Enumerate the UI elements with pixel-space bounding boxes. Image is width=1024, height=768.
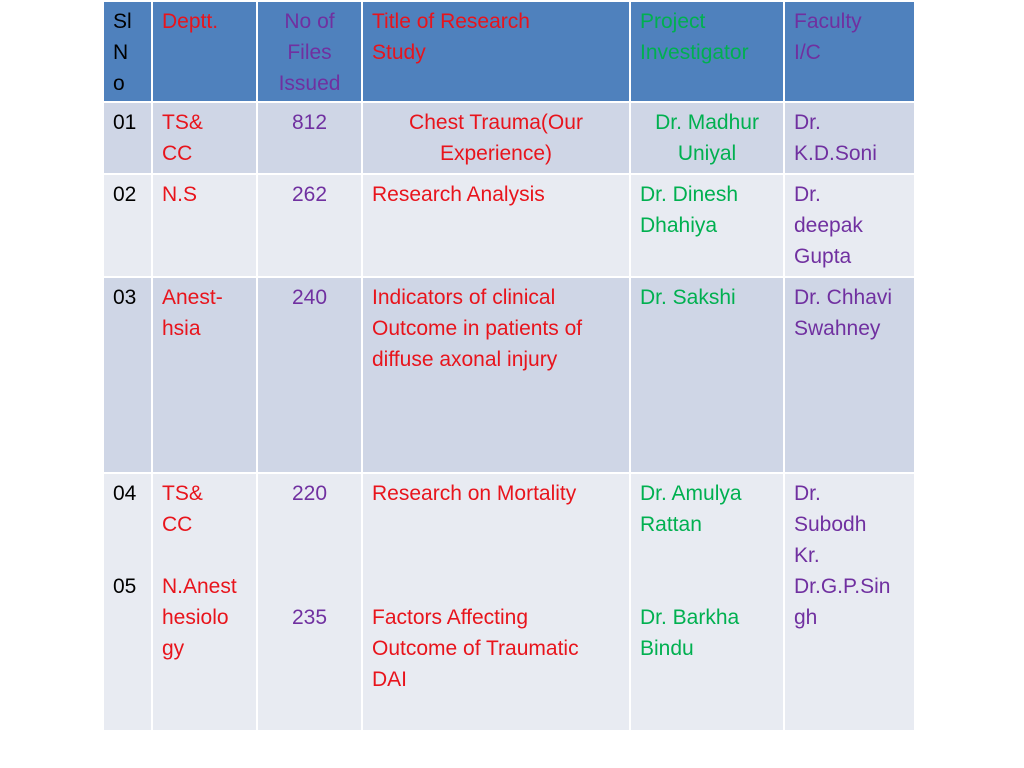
research-studies-table: Sl N o Deptt. No of Files Issued Title o… bbox=[102, 0, 916, 732]
header-faculty-ic: Faculty I/C bbox=[783, 0, 916, 103]
cell-faculty-ic: Dr. K.D.Soni bbox=[783, 101, 916, 175]
header-sl-no: Sl N o bbox=[102, 0, 153, 103]
cell-project-investigator: Dr. Amulya Rattan Dr. Barkha Bindu bbox=[629, 472, 785, 732]
cell-project-investigator: Dr. Sakshi bbox=[629, 276, 785, 474]
cell-dept: TS& CC N.Anest hesiolo gy bbox=[151, 472, 258, 732]
cell-files-issued: 220 235 bbox=[256, 472, 363, 732]
header-research-title: Title of Research Study bbox=[361, 0, 631, 103]
cell-files-issued: 262 bbox=[256, 173, 363, 278]
cell-files-issued: 240 bbox=[256, 276, 363, 474]
cell-project-investigator: Dr. Dinesh Dhahiya bbox=[629, 173, 785, 278]
cell-research-title: Indicators of clinical Outcome in patien… bbox=[361, 276, 631, 474]
header-row: Sl N o Deptt. No of Files Issued Title o… bbox=[102, 0, 916, 103]
cell-faculty-ic: Dr. deepak Gupta bbox=[783, 173, 916, 278]
cell-files-issued: 812 bbox=[256, 101, 363, 175]
header-dept: Deptt. bbox=[151, 0, 258, 103]
cell-research-title: Chest Trauma(Our Experience) bbox=[361, 101, 631, 175]
table-row: 02 N.S 262 Research Analysis Dr. Dinesh … bbox=[102, 173, 916, 278]
table-body: 01 TS& CC 812 Chest Trauma(Our Experienc… bbox=[102, 101, 916, 732]
cell-research-title: Research Analysis bbox=[361, 173, 631, 278]
table-header: Sl N o Deptt. No of Files Issued Title o… bbox=[102, 0, 916, 103]
cell-dept: N.S bbox=[151, 173, 258, 278]
table-row: 04 05 TS& CC N.Anest hesiolo gy 220 235 bbox=[102, 472, 916, 732]
header-files-issued: No of Files Issued bbox=[256, 0, 363, 103]
cell-dept: Anest- hsia bbox=[151, 276, 258, 474]
header-project-investigator: Project Investigator bbox=[629, 0, 785, 103]
cell-faculty-ic: Dr. Chhavi Swahney bbox=[783, 276, 916, 474]
cell-sl-no: 01 bbox=[102, 101, 153, 175]
cell-dept: TS& CC bbox=[151, 101, 258, 175]
cell-faculty-ic: Dr. Subodh Kr. Dr.G.P.Sin gh bbox=[783, 472, 916, 732]
cell-sl-no: 03 bbox=[102, 276, 153, 474]
cell-research-title: Research on Mortality Factors Affecting … bbox=[361, 472, 631, 732]
cell-sl-no: 04 05 bbox=[102, 472, 153, 732]
table-row: 03 Anest- hsia 240 Indicators of clinica… bbox=[102, 276, 916, 474]
table-row: 01 TS& CC 812 Chest Trauma(Our Experienc… bbox=[102, 101, 916, 175]
cell-sl-no: 02 bbox=[102, 173, 153, 278]
cell-project-investigator: Dr. Madhur Uniyal bbox=[629, 101, 785, 175]
